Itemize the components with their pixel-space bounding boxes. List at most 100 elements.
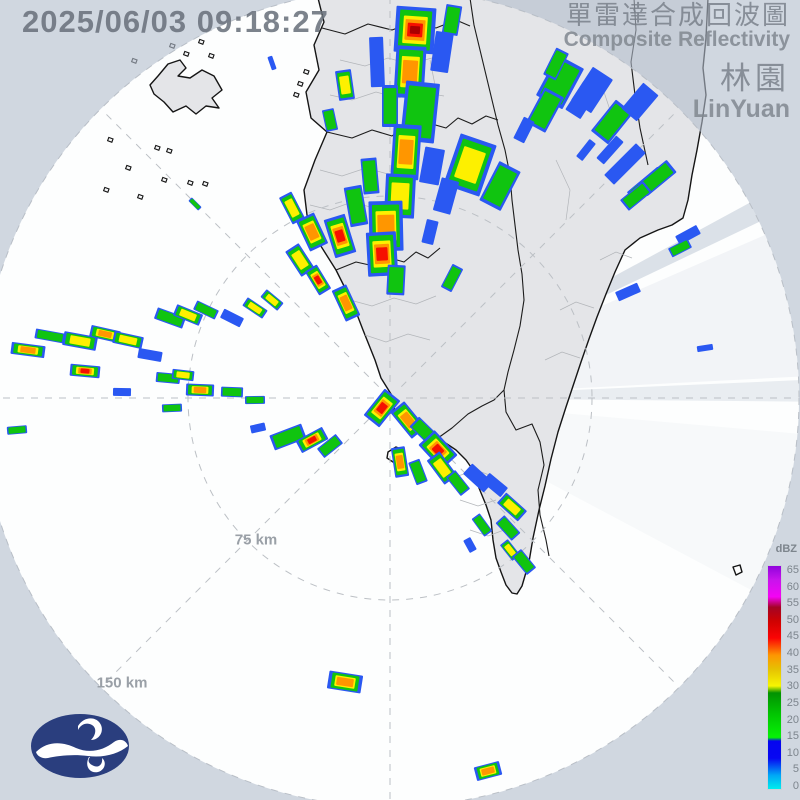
echo-cell [419, 146, 445, 186]
echo-intensity-layer [36, 329, 64, 343]
echo-intensity-layer [482, 473, 508, 497]
echo-intensity-layer [388, 266, 404, 294]
echo-intensity-layer [483, 165, 517, 207]
echo-intensity-layer [463, 537, 477, 553]
cwa-logo [31, 714, 129, 778]
islet [186, 179, 194, 186]
echo-intensity-layer [473, 515, 491, 535]
echo-cell [430, 31, 454, 73]
echo-intensity-layer [112, 387, 132, 397]
echo-cell [441, 264, 463, 292]
echo-cell [696, 343, 714, 353]
echo-intensity-layer [503, 498, 521, 516]
echo-cell [62, 331, 98, 351]
echo-cell [185, 383, 215, 397]
echo-cell [526, 87, 564, 133]
echo-intensity-layer [137, 348, 163, 362]
echo-intensity-layer [375, 247, 389, 261]
echo-intensity-layer [545, 50, 567, 78]
echo-intensity-layer [615, 282, 641, 302]
echo-intensity-layer [246, 396, 264, 404]
echo-intensity-layer [247, 301, 263, 315]
echo-cell [305, 264, 331, 296]
echo-intensity-layer [431, 443, 445, 457]
echo-intensity-layer [80, 368, 90, 374]
echo-cell [441, 4, 463, 36]
echo-intensity-layer [409, 25, 421, 35]
azimuth-radial [102, 408, 380, 686]
echo-intensity-layer [443, 266, 461, 290]
echo-intensity-layer [410, 461, 426, 483]
station-name-en: LinYuan [692, 94, 790, 123]
islet [165, 147, 173, 154]
echo-cell [421, 219, 439, 245]
echo-intensity-layer [640, 163, 674, 193]
echo-intensity-layer [604, 143, 646, 185]
echo-intensity-layer [220, 308, 244, 328]
echo-intensity-layer [272, 426, 304, 448]
echo-cell [6, 425, 28, 435]
echo-cell [512, 549, 536, 575]
echo-intensity-layer [481, 766, 495, 776]
echo-cell [112, 331, 144, 349]
echo-intensity-layer [504, 543, 516, 557]
echo-intensity-layer [383, 88, 397, 124]
islet [292, 91, 300, 98]
echo-intensity-layer [513, 116, 535, 144]
echo-cell [596, 135, 624, 165]
product-title-zh: 單雷達合成回波圖 [565, 0, 790, 30]
echo-intensity-layer [339, 294, 353, 312]
echo-cell [386, 264, 406, 296]
echo-intensity-layer [454, 146, 486, 184]
echo-intensity-layer [443, 6, 461, 34]
islet [124, 164, 132, 171]
product-title-en: Composite Reflectivity [563, 28, 790, 52]
echo-cell [473, 761, 503, 781]
echo-intensity-layer [463, 463, 493, 493]
echo-intensity-layer [156, 309, 184, 327]
echo-cell [161, 403, 183, 413]
echo-intensity-layer [313, 275, 323, 285]
echo-intensity-layer [594, 103, 630, 141]
echo-intensity-layer [291, 250, 309, 270]
echo-cell [497, 492, 527, 522]
echo-intensity-layer [571, 67, 613, 113]
colorbar-tick-label: 60 [786, 580, 799, 593]
echo-cell [242, 297, 268, 319]
colorbar-tick-label: 25 [786, 696, 799, 709]
echo-cell [326, 670, 364, 694]
echo-cell [408, 458, 428, 486]
echo-cell [322, 108, 338, 132]
echo-cell [171, 368, 195, 382]
echo-intensity-layer [395, 454, 405, 470]
colorbar-tick-label: 65 [786, 564, 799, 576]
colorbar-tick-label: 40 [786, 647, 799, 660]
echo-cell [393, 5, 437, 55]
echo-cell [279, 191, 305, 225]
echo-cell [495, 515, 521, 541]
azimuth-radial [400, 408, 678, 686]
echo-cell [482, 473, 508, 497]
colorbar-tick-label: 35 [786, 663, 799, 676]
cwa-logo-wave-icon [36, 718, 128, 773]
echo-intensity-layer [336, 676, 354, 688]
echo-cell [137, 348, 163, 362]
echo-intensity-layer [622, 183, 650, 209]
echo-cell [112, 387, 132, 397]
echo-cell [433, 177, 459, 215]
echo-intensity-layer [319, 436, 341, 456]
echo-intensity-layer [401, 59, 419, 85]
echo-intensity-layer [696, 343, 714, 353]
echo-intensity-layer [346, 188, 366, 224]
echo-cell [244, 395, 266, 405]
echo-cell [193, 300, 219, 320]
echo-cell [543, 47, 569, 81]
title-block: 單雷達合成回波圖 Composite Reflectivity 林園 LinYu… [563, 0, 790, 123]
echo-intensity-layer [339, 75, 351, 95]
echo-intensity-layer [249, 422, 267, 434]
echo-intensity-layer [304, 223, 320, 241]
islet [197, 38, 205, 45]
echo-intensity-layer [69, 335, 91, 347]
echo-cell [89, 325, 121, 343]
